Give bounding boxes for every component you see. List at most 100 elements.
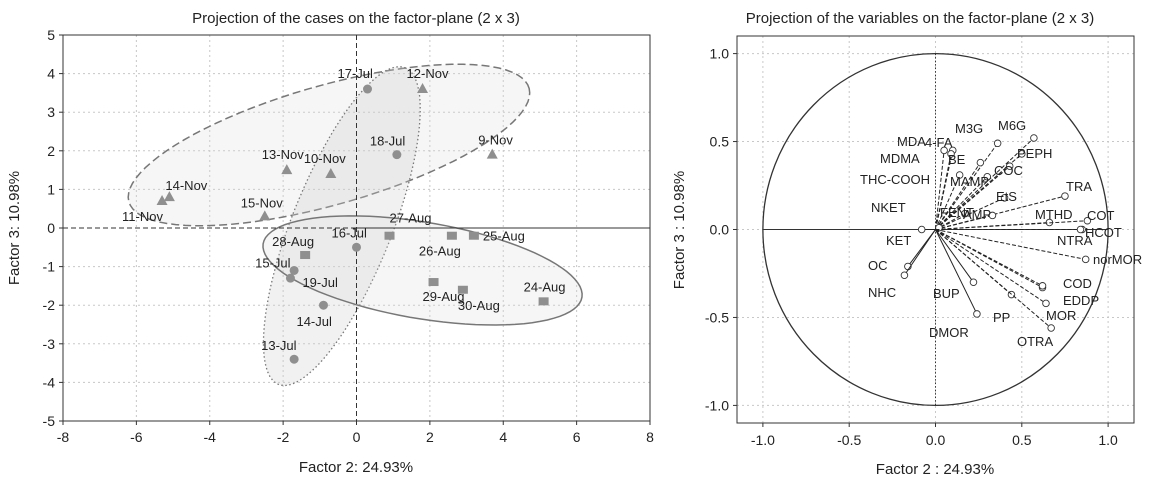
vector-line [935,213,966,230]
vector-line [935,220,1088,230]
vector-label: MDMA [880,151,920,166]
vector-marker [1076,225,1085,234]
right-x-tick-label: -0.5 [837,432,861,448]
vector-marker [1081,255,1090,264]
vector-marker [976,158,985,167]
right-x-tick-label: 1.0 [1098,432,1118,448]
vector-marker [940,146,948,155]
vector-label: NHC [868,285,896,300]
right-tick-labels: -1.0 -0.5 0.0 0.5 1.0 -1.0 -0.5 0.0 0.5 1.0 [705,46,1118,448]
left-y-tick-label: -4 [43,374,56,390]
vector-label: FENT [940,205,974,220]
vector-label: OTRA [1017,334,1053,349]
vector-line [935,229,978,315]
left-x-tick-label: 4 [499,429,507,445]
vector-marker [961,209,969,218]
point-label: 25-Aug [483,229,525,244]
ellipse-nov [127,63,531,227]
vector-label: BUP [933,286,960,301]
vector-label: EtS [996,189,1017,204]
vector-line [935,195,1066,230]
left-chart-title: Projection of the cases on the factor-pl… [192,10,520,27]
left-y-tick-label: -3 [43,336,56,352]
left-y-axis-label: Factor 3: 10.98% [6,171,23,285]
point-label: 10-Nov [304,151,346,166]
left-x-tick-label: -2 [277,429,290,445]
left-x-tick-label: 8 [646,429,654,445]
point-label: 24-Aug [524,279,566,294]
left-points: 14-Nov 11-Nov 13-Nov 10-Nov 15-Nov 12-Nov 9-No… [122,66,566,364]
vector-label: 4-FA [925,135,953,150]
vector-line [935,229,1086,260]
vector-marker [1030,134,1038,142]
vector-line [935,153,952,230]
vector-marker [947,150,955,158]
vector-line [935,165,1011,230]
left-y-tick-label: 4 [47,66,55,82]
vector-label: TRA [1066,179,1092,194]
left-y-tick-label: -5 [43,413,56,429]
point-label: 28-Aug [272,234,314,249]
point-label: 14-Jul [296,314,332,329]
vector-line [935,150,945,230]
triangle-marker [325,167,337,178]
square-marker [538,297,549,306]
left-y-tick-label: 0 [47,220,55,236]
vector-marker [969,278,978,287]
vector-label: MDA [897,134,926,149]
vector-label: NKET [871,200,906,215]
right-x-tick-label: 0.0 [926,432,946,448]
vector-line [935,229,974,283]
point-label: 16-Jul [332,225,368,240]
left-zero-lines [63,35,650,421]
left-x-tick-label: 6 [573,429,581,445]
point-label: 27-Aug [390,211,432,226]
circle-marker [392,150,402,160]
vector-label: BE [948,152,966,167]
left-tick-labels: -8 -6 -4 -2 0 2 4 6 8 -5 -4 -3 -2 -1 0 1 2 3 4 5 [43,27,655,445]
vector-label: HCOT [1085,225,1122,240]
vector-marker [1000,194,1009,202]
vector-marker [1018,150,1026,158]
left-x-tick-label: -8 [57,429,70,445]
left-x-tick-label: 0 [353,429,361,445]
left-ellipses [127,63,583,387]
right-x-axis-label: Factor 2 : 24.93% [876,461,994,478]
point-label: 14-Nov [165,178,207,193]
vector-marker [983,172,992,181]
vector-marker [1047,324,1055,332]
left-grid [63,35,650,421]
square-marker [468,231,479,240]
triangle-marker [281,164,293,175]
point-label: 29-Aug [423,289,465,304]
right-chart-title: Projection of the variables on the facto… [746,10,1095,27]
right-x-tick-label: 0.5 [1012,432,1032,448]
square-marker [300,251,311,260]
point-label: 18-Jul [370,134,406,149]
vector-label: NTRA [1057,233,1093,248]
vector-label: MTHD [1035,207,1073,222]
left-y-tick-label: 2 [47,143,55,159]
point-label: 17-Jul [338,66,374,81]
point-label: 26-Aug [419,244,461,259]
vector-label: PP [993,310,1010,325]
ellipse-jul [262,66,421,387]
vector-marker [988,211,997,220]
right-x-tick-label: -1.0 [751,432,775,448]
vector-label: DMOR [929,325,969,340]
circle-marker [352,242,361,252]
left-y-tick-label: 1 [47,181,55,197]
point-label: 12-Nov [407,66,449,81]
vector-label: KET [886,233,911,248]
vector-label: MOR [1046,308,1076,323]
point-label: 15-Nov [241,195,283,210]
left-x-tick-label: 2 [426,429,434,445]
right-y-tick-label: 0.5 [710,134,730,150]
triangle-marker [156,194,168,205]
vector-line [935,162,981,230]
vector-label: THC-COOH [860,172,930,187]
point-label: 13-Jul [261,338,297,353]
left-y-tick-label: 3 [47,104,55,120]
triangle-marker [486,148,498,159]
